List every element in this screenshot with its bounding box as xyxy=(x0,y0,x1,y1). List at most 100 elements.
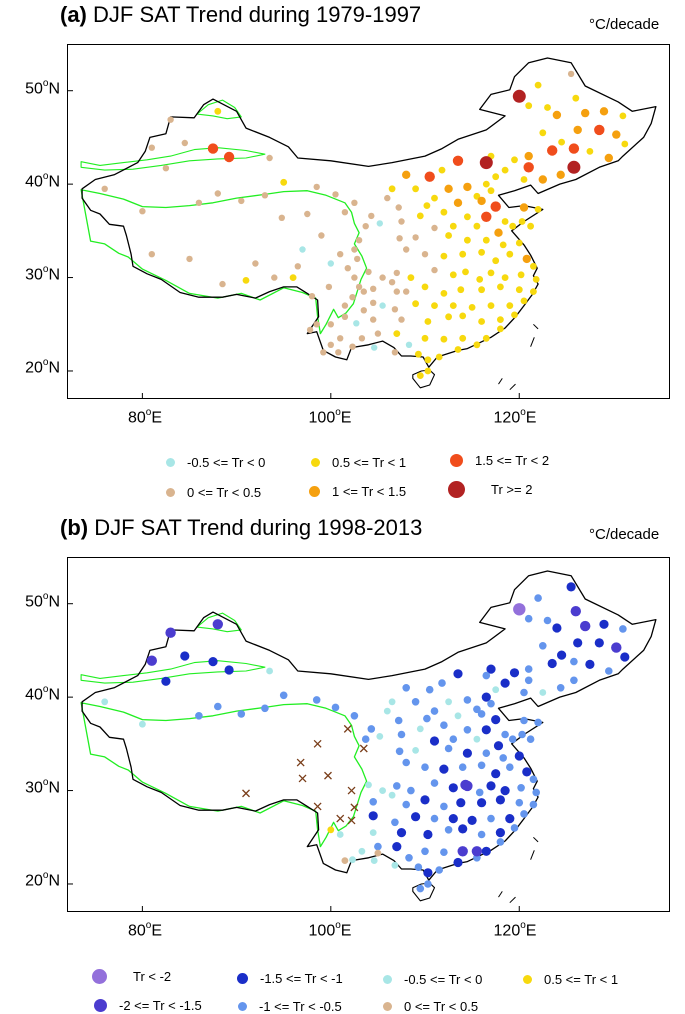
station-marker xyxy=(524,676,533,685)
station-marker xyxy=(586,148,594,155)
station-marker xyxy=(336,831,344,838)
station-marker xyxy=(368,811,378,821)
station-marker xyxy=(396,828,407,838)
legend-b-item: 0 <= Tr < 0.5 xyxy=(383,999,478,1014)
station-marker xyxy=(457,846,468,857)
station-marker xyxy=(431,302,438,309)
tianshan-contour xyxy=(80,660,266,684)
station-marker xyxy=(388,791,396,799)
station-marker xyxy=(355,237,363,244)
station-marker xyxy=(604,153,613,163)
station-marker xyxy=(585,659,595,670)
station-marker xyxy=(424,171,435,182)
station-marker xyxy=(212,619,223,630)
station-marker xyxy=(440,802,448,811)
station-marker xyxy=(214,107,222,115)
station-marker xyxy=(388,279,396,286)
station-marker xyxy=(544,104,551,111)
station-marker xyxy=(482,180,490,188)
station-marker xyxy=(534,718,542,727)
station-marker xyxy=(449,222,457,230)
station-marker xyxy=(492,257,500,265)
station-marker xyxy=(580,620,591,632)
station-marker xyxy=(440,335,448,343)
station-marker xyxy=(500,678,510,688)
station-marker xyxy=(431,266,438,274)
station-marker xyxy=(459,250,467,258)
panel-b-unit-text: °C/decade xyxy=(589,526,660,543)
station-marker xyxy=(463,696,472,704)
legend-dot xyxy=(450,454,463,467)
station-marker xyxy=(392,842,402,852)
station-marker xyxy=(351,246,358,253)
insignificant-cross-marker xyxy=(347,786,356,795)
station-marker xyxy=(568,143,580,154)
station-marker xyxy=(214,190,221,197)
panel-b-title: (b) DJF SAT Trend during 1998-2013 xyxy=(60,515,422,541)
station-marker xyxy=(415,350,422,358)
station-marker xyxy=(421,763,429,771)
station-marker xyxy=(439,764,449,774)
station-marker xyxy=(280,178,288,186)
legend-b-item: -1.5 <= Tr < -1 xyxy=(237,971,343,986)
station-marker xyxy=(101,698,109,706)
station-marker xyxy=(431,224,438,232)
station-marker xyxy=(376,220,383,227)
station-marker xyxy=(139,208,146,215)
station-marker xyxy=(367,725,376,733)
station-marker xyxy=(402,800,411,809)
panel-a-unit-text: °C/decade xyxy=(589,16,660,33)
station-marker xyxy=(599,107,609,116)
station-marker xyxy=(403,246,410,253)
station-marker xyxy=(476,276,484,283)
station-marker xyxy=(318,232,325,239)
station-marker xyxy=(412,234,419,241)
legend-a-item: 1 <= Tr < 1.5 xyxy=(309,484,406,499)
station-marker xyxy=(515,798,524,807)
station-marker xyxy=(520,297,528,305)
station-marker xyxy=(325,283,333,291)
panel-b-map-frame xyxy=(67,557,670,912)
station-marker xyxy=(405,341,413,348)
panel-b-xtick: 100oE xyxy=(308,920,352,940)
station-marker xyxy=(612,130,621,139)
station-marker xyxy=(430,814,439,823)
station-marker xyxy=(393,330,401,337)
station-marker xyxy=(327,321,334,328)
legend-dot xyxy=(309,486,320,497)
station-marker xyxy=(424,356,432,364)
station-marker xyxy=(520,810,528,818)
panel-a-ytick: 20oN xyxy=(25,357,60,377)
station-marker xyxy=(261,704,269,713)
station-marker xyxy=(440,290,448,297)
station-marker xyxy=(391,861,399,869)
station-marker xyxy=(411,698,420,706)
station-marker xyxy=(224,665,234,675)
station-marker xyxy=(444,744,453,753)
altai-contour xyxy=(196,612,242,633)
station-marker xyxy=(517,784,525,792)
station-marker xyxy=(501,730,509,739)
station-marker xyxy=(539,129,547,137)
legend-b-item: Tr < -2 xyxy=(92,969,171,984)
legend-dot xyxy=(237,973,248,984)
station-marker xyxy=(570,657,578,666)
station-marker xyxy=(388,698,396,706)
station-marker xyxy=(423,714,431,723)
legend-b-item: -1 <= Tr < -0.5 xyxy=(238,999,342,1014)
station-marker xyxy=(242,277,250,284)
station-marker xyxy=(445,232,452,239)
station-marker xyxy=(402,758,411,767)
station-marker xyxy=(519,203,529,212)
panel-a-title-text: DJF SAT Trend during 1979-1997 xyxy=(93,2,422,27)
station-marker xyxy=(497,325,504,333)
coast-fragment xyxy=(530,337,535,347)
station-marker xyxy=(594,124,605,136)
station-marker xyxy=(416,372,424,379)
legend-dot xyxy=(311,458,320,467)
station-marker xyxy=(518,218,526,225)
station-marker xyxy=(412,747,419,754)
legend-a-item: -0.5 <= Tr < 0 xyxy=(166,455,265,470)
station-marker xyxy=(146,655,157,666)
station-marker xyxy=(440,252,448,260)
